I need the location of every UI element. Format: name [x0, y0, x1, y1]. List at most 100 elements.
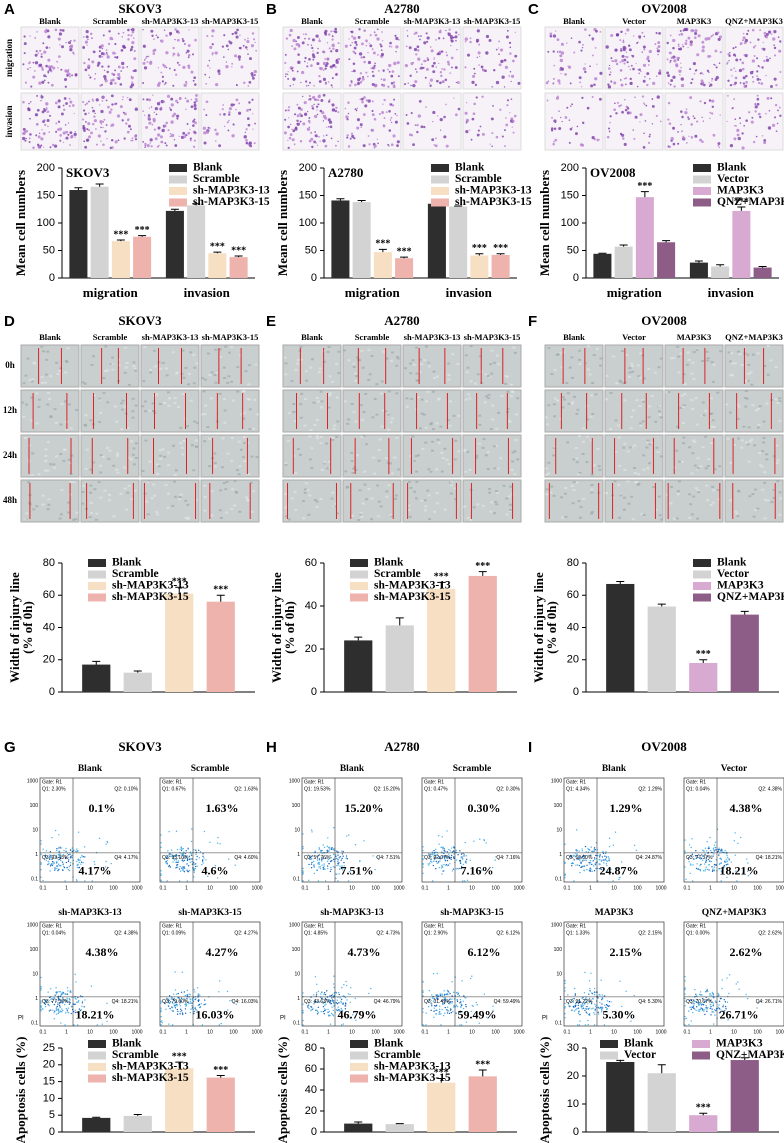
texture — [46, 403, 50, 406]
stained-cell — [331, 35, 334, 38]
event-dot — [67, 859, 70, 861]
event-dot — [166, 880, 168, 882]
texture — [350, 460, 354, 463]
stained-cell — [371, 113, 375, 117]
texture — [69, 427, 73, 430]
stained-cell — [728, 60, 730, 62]
stained-cell — [149, 138, 153, 142]
quadrant-label: Q3: 79.60% — [162, 999, 189, 1005]
event-dot — [203, 1003, 205, 1006]
event-dot — [328, 848, 331, 850]
texture — [550, 373, 554, 376]
event-dot — [227, 1009, 229, 1011]
flow-x-tick-label: 100 — [229, 1029, 238, 1035]
stained-cell — [40, 55, 43, 58]
event-dot — [306, 1005, 309, 1007]
texture — [24, 374, 28, 377]
stained-cell — [578, 40, 581, 44]
stained-cell — [89, 32, 93, 36]
texture — [361, 502, 365, 505]
texture — [203, 440, 207, 443]
stained-cell — [779, 40, 782, 43]
event-dot — [347, 993, 350, 995]
stained-cell — [42, 132, 46, 136]
texture — [623, 496, 627, 499]
texture — [746, 353, 750, 356]
stained-cell — [127, 28, 130, 32]
texture — [547, 472, 551, 475]
texture — [633, 466, 637, 469]
event-dot — [54, 856, 57, 858]
texture — [490, 418, 494, 421]
stained-cell — [26, 68, 30, 71]
gate-label: Gate: R1 — [42, 923, 62, 929]
texture — [596, 447, 600, 450]
event-dot — [69, 861, 72, 864]
event-dot — [69, 849, 72, 851]
texture — [210, 371, 214, 374]
stained-cell — [171, 114, 175, 118]
event-dot — [443, 994, 446, 996]
event-dot — [55, 1008, 58, 1010]
stained-cell — [455, 39, 457, 42]
event-dot — [302, 1009, 304, 1012]
event-dot — [189, 851, 192, 853]
stained-cell — [714, 49, 718, 53]
stained-cell — [296, 70, 299, 73]
stained-cell — [84, 68, 88, 72]
stained-cell — [160, 99, 165, 104]
event-dot — [316, 983, 318, 985]
stained-cell — [669, 59, 672, 62]
stained-cell — [164, 142, 167, 145]
event-dot — [340, 998, 343, 1001]
stained-cell — [680, 62, 682, 64]
event-dot — [329, 855, 332, 857]
event-dot — [435, 851, 437, 853]
event-dot — [327, 1011, 329, 1014]
stained-cell — [701, 45, 705, 49]
stained-cell — [499, 48, 504, 52]
texture — [189, 399, 193, 402]
event-dot — [64, 1024, 66, 1026]
texture — [688, 446, 692, 449]
flow-x-tick-label: 1000 — [131, 1029, 142, 1035]
texture — [247, 383, 251, 386]
texture — [585, 435, 589, 438]
event-dot — [585, 850, 587, 853]
stained-cell — [318, 94, 321, 97]
stained-cell — [656, 49, 660, 53]
texture — [757, 407, 761, 410]
event-dot — [422, 846, 424, 848]
texture — [377, 500, 381, 503]
stained-cell — [511, 119, 515, 123]
stained-cell — [582, 67, 587, 71]
texture — [578, 362, 582, 365]
event-dot — [457, 991, 459, 994]
stained-cell — [130, 29, 132, 31]
event-dot — [42, 879, 44, 882]
stained-cell — [291, 67, 293, 70]
event-dot — [173, 1000, 175, 1002]
event-dot — [464, 861, 467, 863]
event-dot — [705, 859, 707, 861]
event-dot — [329, 1001, 331, 1003]
stained-cell — [195, 99, 198, 103]
event-dot — [66, 1000, 68, 1002]
stained-cell — [412, 143, 415, 147]
stained-cell — [124, 46, 127, 49]
texture — [421, 447, 425, 450]
stained-cell — [481, 68, 484, 70]
texture — [35, 392, 39, 395]
stained-cell — [443, 115, 446, 119]
event-dot — [40, 1006, 42, 1009]
stained-cell — [638, 35, 642, 39]
event-dot — [332, 1009, 334, 1012]
event-dot — [205, 859, 207, 861]
texture — [711, 380, 715, 383]
texture — [631, 365, 635, 368]
event-dot — [435, 1005, 437, 1007]
texture — [760, 465, 764, 468]
event-dot — [168, 1023, 170, 1025]
stained-cell — [466, 53, 471, 57]
